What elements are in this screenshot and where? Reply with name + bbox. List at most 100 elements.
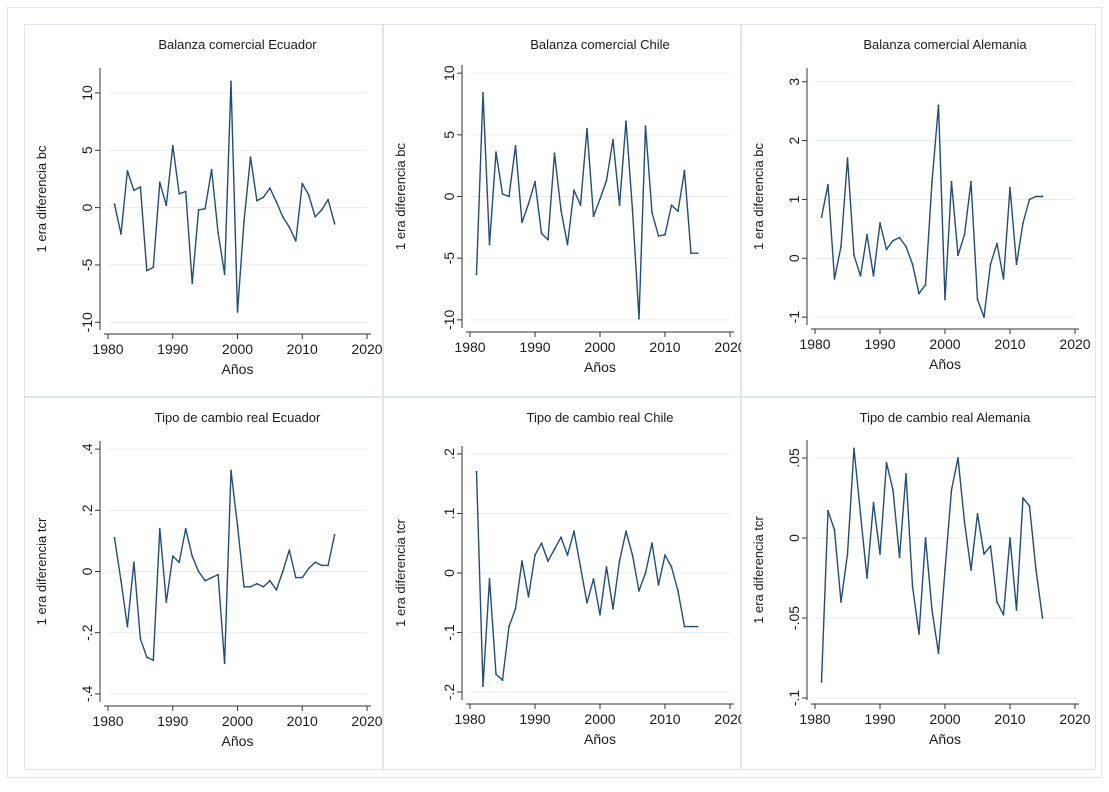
data-point: [288, 226, 291, 229]
data-point: [924, 283, 927, 286]
y-tick-label: .4: [79, 443, 95, 455]
x-tick-label: 2010: [649, 711, 680, 727]
y-tick-label: 3: [786, 78, 802, 86]
data-point: [879, 553, 881, 555]
x-tick-label: 2000: [584, 339, 615, 355]
data-point: [846, 553, 849, 555]
data-point: [664, 554, 666, 556]
data-point: [625, 530, 627, 533]
data-point: [579, 566, 582, 568]
data-point: [976, 513, 979, 515]
data-point: [631, 209, 634, 212]
x-axis-label: Años: [222, 361, 254, 377]
data-point: [1022, 497, 1024, 499]
data-point: [931, 180, 933, 183]
data-point: [126, 170, 129, 172]
data-point: [1041, 617, 1044, 619]
data-point: [540, 232, 543, 235]
data-point: [931, 609, 933, 611]
data-point: [1041, 195, 1044, 198]
data-point: [898, 236, 901, 239]
data-point: [534, 554, 536, 556]
data-point: [690, 252, 692, 255]
data-point: [333, 533, 336, 536]
data-point: [898, 556, 901, 559]
data-point: [236, 524, 239, 527]
x-axis-label: Años: [584, 731, 616, 747]
data-point: [670, 204, 673, 207]
panel-frame: [741, 24, 1096, 397]
data-point: [191, 282, 194, 285]
data-point: [950, 180, 953, 183]
data-point: [314, 561, 317, 564]
x-tick-label: 1990: [519, 711, 550, 727]
data-point: [314, 215, 317, 218]
data-point: [269, 579, 271, 582]
data-point: [885, 461, 888, 464]
data-point: [514, 145, 517, 147]
data-point: [197, 209, 200, 211]
data-point: [210, 168, 213, 171]
data-point: [171, 144, 174, 147]
data-point: [963, 521, 966, 523]
data-point: [139, 186, 142, 188]
data-point: [521, 560, 523, 562]
x-tick-label: 1980: [799, 336, 830, 352]
data-point: [320, 564, 323, 567]
chart-panel-4: -.4 -.2 0 .2 .4 1980 1990 2000 2010 2020 Tipo de c…: [24, 397, 383, 770]
data-point: [527, 595, 530, 598]
panel-frame: [741, 397, 1096, 770]
data-point: [327, 198, 329, 201]
data-point: [508, 625, 510, 628]
x-tick-label: 1980: [454, 711, 485, 727]
y-tick-label: -1: [786, 311, 802, 324]
data-point: [657, 235, 660, 237]
y-tick-label: -10: [79, 312, 95, 332]
x-tick-label: 2000: [929, 711, 960, 727]
data-point: [963, 233, 966, 236]
data-point: [281, 215, 284, 218]
data-point: [288, 549, 291, 551]
data-point: [827, 183, 829, 186]
x-tick-label: 2020: [1059, 336, 1090, 352]
data-point: [1015, 263, 1018, 266]
data-point: [820, 216, 823, 219]
data-point: [970, 180, 972, 183]
data-point: [586, 601, 588, 604]
data-point: [579, 204, 582, 207]
data-point: [191, 555, 194, 558]
data-point: [918, 633, 920, 635]
panel-frame: [383, 397, 741, 770]
data-point: [482, 685, 484, 687]
data-point: [320, 209, 323, 211]
data-point: [113, 203, 116, 206]
panel-frame: [24, 397, 383, 770]
y-tick-label: 0: [441, 192, 457, 200]
data-point: [178, 561, 181, 564]
data-point: [262, 196, 265, 199]
data-point: [859, 275, 862, 277]
data-point: [1035, 569, 1037, 571]
data-point: [139, 637, 142, 640]
data-point: [508, 195, 510, 198]
data-point: [223, 662, 226, 665]
data-point: [133, 561, 135, 564]
data-point: [275, 201, 278, 203]
data-point: [1002, 613, 1005, 616]
data-point: [683, 625, 686, 628]
data-point: [236, 311, 239, 313]
data-point: [301, 182, 304, 185]
data-point: [846, 157, 849, 160]
x-tick-label: 2020: [1059, 711, 1090, 727]
data-point: [113, 536, 116, 539]
data-point: [243, 585, 245, 588]
data-point: [560, 536, 562, 539]
data-point: [840, 601, 842, 603]
data-point: [944, 298, 946, 301]
data-point: [262, 585, 265, 588]
data-point: [983, 316, 985, 318]
data-point: [547, 238, 549, 241]
data-point: [957, 254, 959, 257]
data-point: [534, 180, 536, 183]
